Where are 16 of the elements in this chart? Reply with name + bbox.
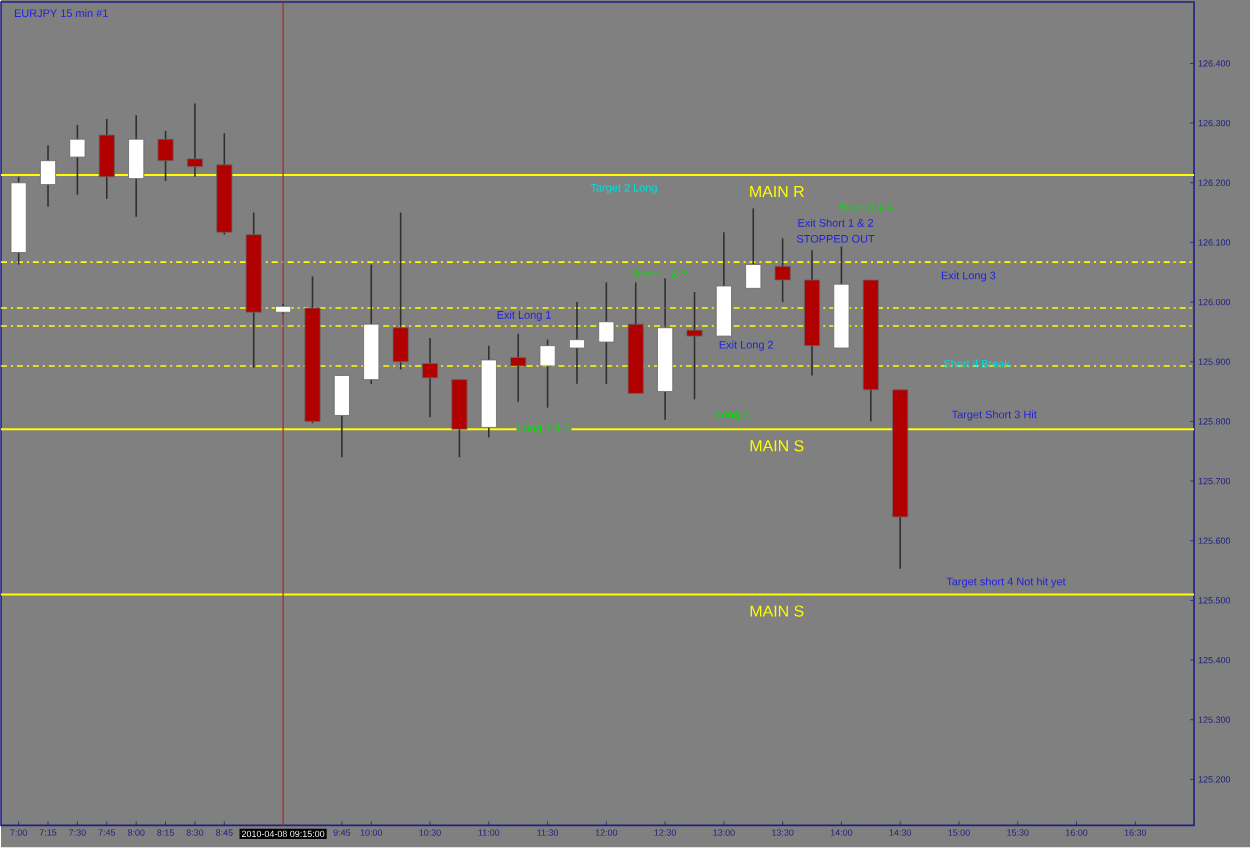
candlestick: [186, 102, 203, 178]
candlestick: [510, 333, 527, 403]
candlestick: [39, 144, 57, 208]
candlestick: [392, 212, 409, 371]
candlestick: [539, 339, 556, 409]
candlestick: [745, 207, 762, 290]
candlestick: [69, 124, 86, 196]
candlestick: [686, 291, 703, 401]
candlestick: [598, 281, 615, 385]
candlestick: [568, 301, 585, 385]
candlestick: [421, 337, 439, 419]
candlestick: [333, 375, 350, 459]
candlestick: [128, 114, 145, 218]
candlestick: [157, 130, 174, 183]
candlestick: [774, 237, 791, 304]
candlestick: [98, 118, 115, 201]
